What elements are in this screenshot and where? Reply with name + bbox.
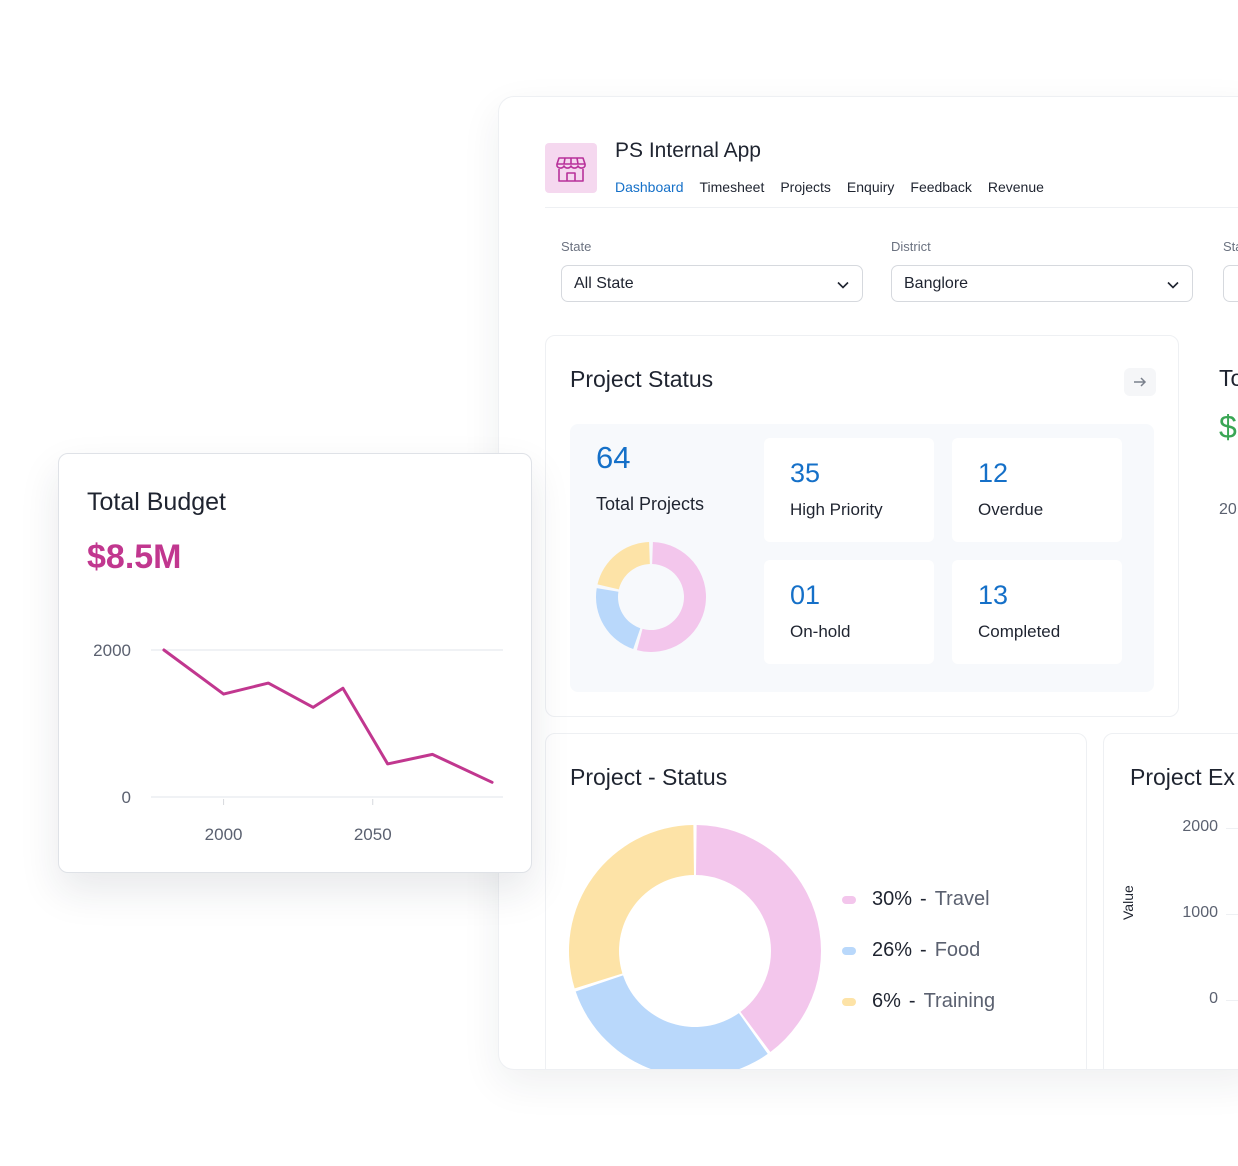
x-tick-label: 2050 — [354, 825, 392, 844]
district-label: District — [891, 239, 931, 254]
project-expense-card: Project Ex 2000 1000 0 Value — [1103, 733, 1238, 1069]
third-filter-label: Sta — [1223, 239, 1238, 254]
overdue-value: 12 — [978, 458, 1009, 488]
total-budget-title: Total Budget — [87, 488, 226, 516]
legend-pct: 6% — [872, 990, 901, 1012]
completed-value: 13 — [978, 580, 1009, 610]
expense-ytick: 2000 — [1182, 818, 1218, 835]
high-priority-label: High Priority — [790, 500, 883, 519]
main-nav: Dashboard Timesheet Projects Enquiry Fee… — [615, 179, 1044, 195]
total-projects-label: Total Projects — [596, 494, 705, 514]
third-filter-select[interactable] — [1223, 265, 1238, 302]
project-status-small-donut — [596, 542, 706, 652]
chevron-down-icon — [1167, 281, 1179, 289]
nav-revenue[interactable]: Revenue — [987, 179, 1044, 195]
nav-enquiry[interactable]: Enquiry — [846, 179, 895, 195]
project-status-donut-title: Project - Status — [570, 764, 728, 790]
legend-name: Food — [934, 939, 981, 961]
expense-ylabel: Value — [1120, 885, 1136, 920]
legend-name: Training — [923, 990, 996, 1012]
district-select[interactable]: Banglore — [891, 265, 1193, 302]
state-select[interactable]: All State — [561, 265, 863, 302]
arrow-right-icon[interactable] — [1124, 368, 1156, 396]
legend-sep: - — [908, 990, 916, 1012]
total-budget-amount: $8.5M — [87, 538, 182, 576]
legend-food: 26% - Food — [842, 939, 980, 962]
nav-timesheet[interactable]: Timesheet — [699, 179, 765, 195]
header-divider — [545, 207, 1238, 208]
state-label: State — [561, 239, 592, 254]
donut-slice — [575, 975, 768, 1069]
project-status-donut-card: Project - Status 30% - Travel 26% - Food… — [545, 733, 1087, 1069]
legend-swatch — [842, 946, 856, 955]
completed-label: Completed — [978, 622, 1061, 641]
partial-total-tick: 20 — [1219, 501, 1237, 518]
stat-tile-high-priority[interactable]: 35 High Priority — [764, 438, 934, 542]
app-title: PS Internal App — [615, 139, 761, 162]
donut-slice — [695, 825, 822, 1052]
x-tick-label: 2000 — [205, 825, 243, 844]
high-priority-value: 35 — [790, 458, 821, 488]
project-status-card: Project Status 64 Total Projects 35 High… — [545, 335, 1179, 717]
partial-total-title: To — [1219, 365, 1238, 391]
chevron-down-icon — [837, 281, 849, 289]
partial-total-amount: $ — [1219, 409, 1237, 445]
legend-name: Travel — [934, 888, 990, 910]
legend-sep: - — [920, 939, 927, 961]
nav-projects[interactable]: Projects — [780, 179, 831, 195]
state-select-value: All State — [574, 274, 634, 292]
total-budget-line-chart: 2000 0 2000 2050 — [93, 641, 503, 844]
nav-feedback[interactable]: Feedback — [910, 179, 972, 195]
expense-ytick: 0 — [1209, 990, 1218, 1007]
donut-slice — [596, 588, 641, 650]
stat-tile-on-hold[interactable]: 01 On-hold — [764, 560, 934, 664]
project-expense-title: Project Ex — [1130, 764, 1235, 790]
expense-ytick: 1000 — [1182, 904, 1218, 921]
partial-total-card: To $ 20 — [1201, 335, 1238, 715]
district-select-value: Banglore — [904, 274, 969, 292]
overdue-label: Overdue — [978, 500, 1044, 519]
gridline — [1226, 828, 1238, 829]
donut-slice — [636, 542, 706, 652]
dashboard-window: PS Internal App Dashboard Timesheet Proj… — [498, 96, 1238, 1070]
y-tick-label: 2000 — [93, 641, 131, 660]
stats-panel: 64 Total Projects 35 High Priority 12 Ov… — [570, 424, 1154, 692]
legend-travel: 30% - Travel — [842, 888, 990, 911]
gridline — [1226, 914, 1238, 915]
legend-pct: 30% — [872, 888, 913, 910]
legend-swatch — [842, 997, 856, 1006]
legend-swatch — [842, 895, 856, 904]
total-budget-card: Total Budget $8.5M 2000 0 2000 2050 — [58, 453, 532, 873]
project-status-large-donut — [569, 825, 822, 1069]
total-projects-value: 64 — [596, 440, 631, 475]
donut-slice — [569, 825, 695, 989]
on-hold-value: 01 — [790, 580, 821, 610]
y-tick-label: 0 — [122, 788, 131, 807]
donut-slice — [597, 542, 650, 590]
legend-training: 6% - Training — [842, 990, 995, 1013]
stat-tile-completed[interactable]: 13 Completed — [952, 560, 1122, 664]
legend-sep: - — [920, 888, 927, 910]
budget-line — [162, 648, 494, 784]
nav-dashboard[interactable]: Dashboard — [615, 179, 684, 195]
gridline — [1226, 1000, 1238, 1001]
storefront-icon — [545, 143, 597, 193]
project-status-title: Project Status — [570, 366, 714, 392]
legend-pct: 26% — [872, 939, 913, 961]
stat-tile-overdue[interactable]: 12 Overdue — [952, 438, 1122, 542]
on-hold-label: On-hold — [790, 622, 851, 641]
